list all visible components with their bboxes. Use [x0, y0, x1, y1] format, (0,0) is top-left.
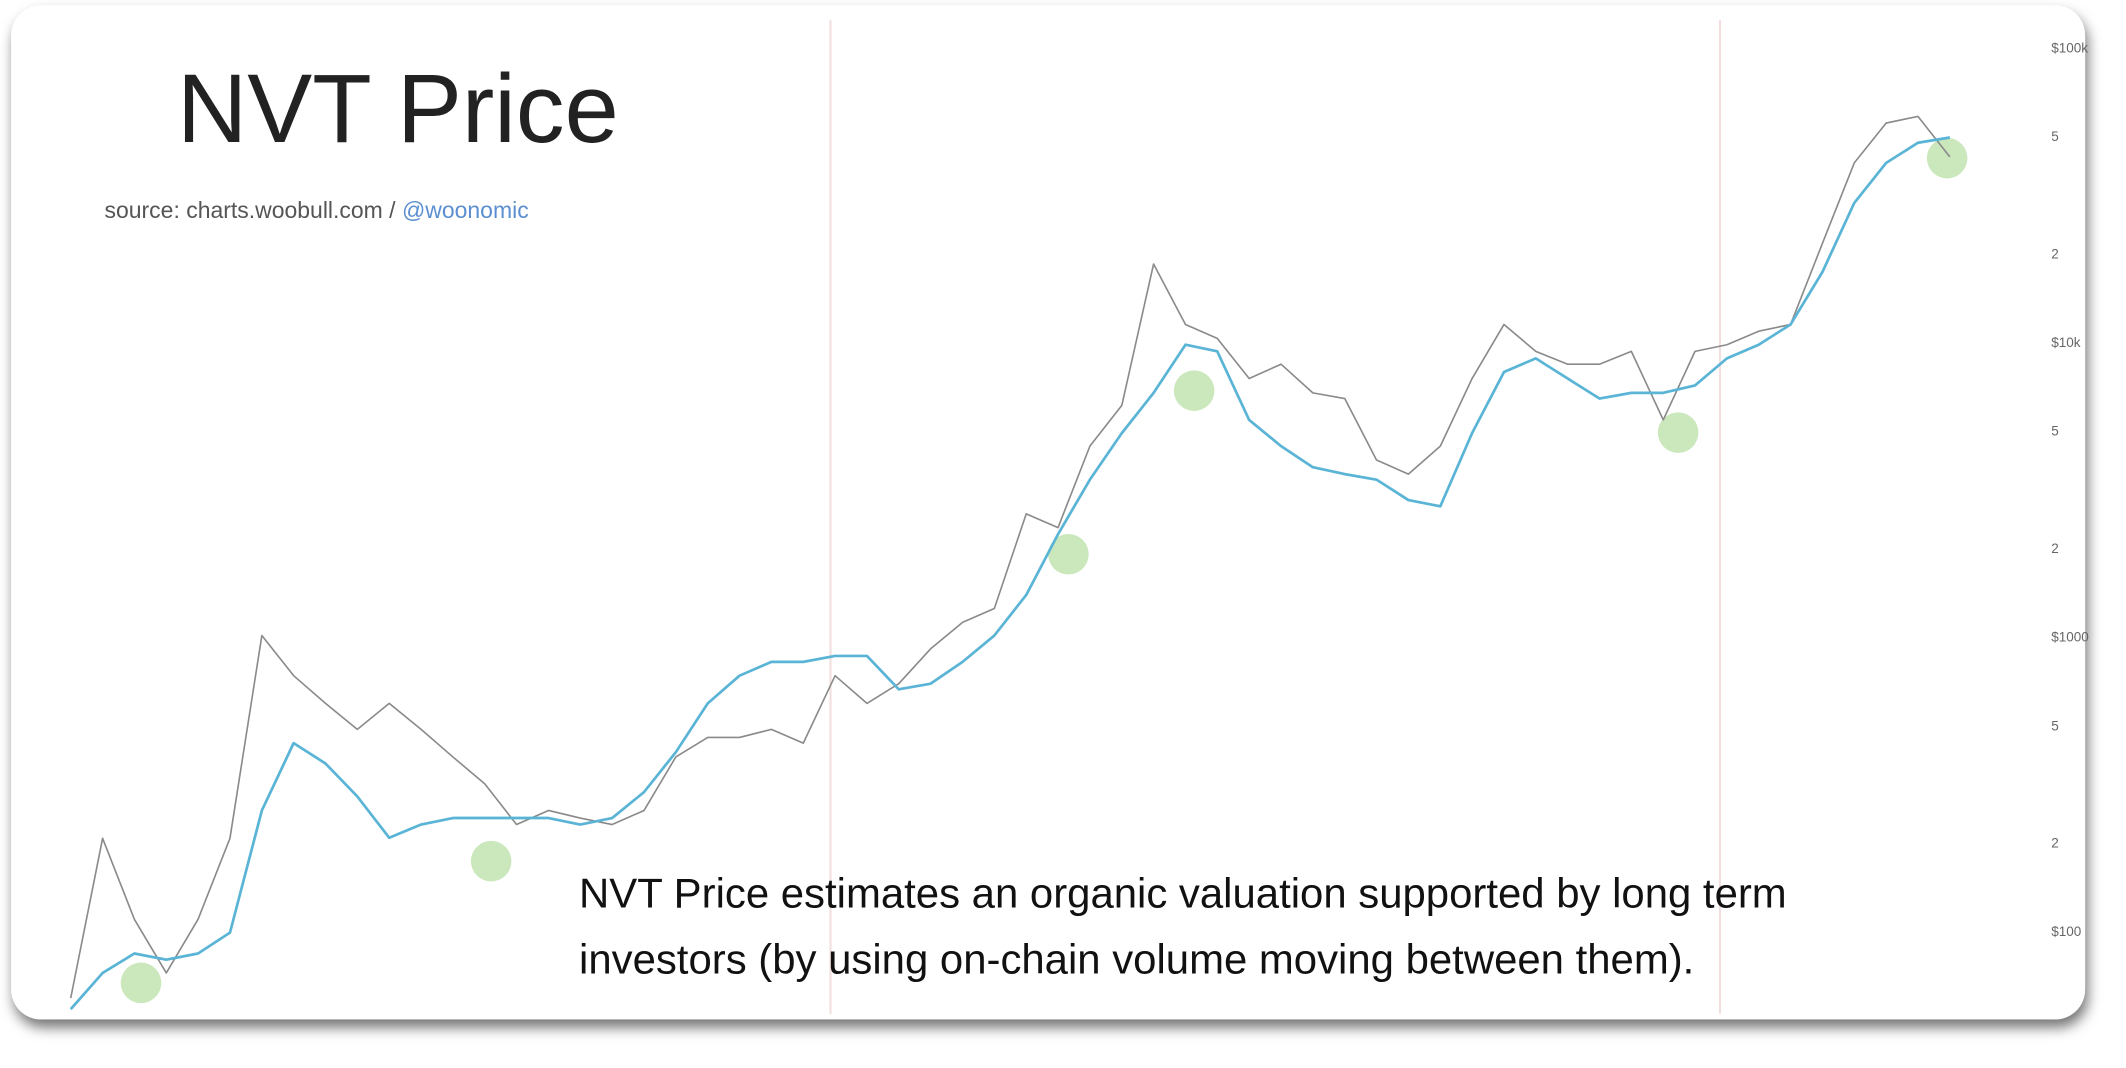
y-tick-label: 5 — [2051, 424, 2059, 439]
y-tick-label: $10k — [2051, 335, 2081, 350]
highlight — [1657, 412, 1699, 453]
y-tick-label: 5 — [2051, 718, 2059, 733]
highlight — [1926, 137, 1968, 179]
source: source: charts.woobull.com / @woonomic — [105, 197, 529, 223]
highlight — [120, 962, 162, 1004]
card — [11, 5, 2086, 1020]
chart-title: NVT Price — [177, 54, 619, 163]
y-tick-label: 2 — [2051, 836, 2059, 851]
caption-line: NVT Price estimates an organic valuation… — [579, 869, 1787, 916]
series-line — [69, 136, 1951, 1011]
highlight — [1173, 370, 1215, 411]
y-tick-label: 5 — [2051, 129, 2059, 144]
highlights — [120, 137, 1968, 1004]
caption-line: investors (by using on-chain volume movi… — [579, 936, 1694, 983]
y-tick-label: $100k — [2051, 40, 2088, 55]
y-tick-label: $100 — [2051, 924, 2081, 939]
highlight — [1048, 534, 1089, 575]
source-text: source: charts.woobull.com / — [105, 197, 402, 223]
y-tick-label: $1000 — [2051, 630, 2089, 645]
series-line — [69, 115, 1951, 999]
source-handle: @woonomic — [402, 197, 529, 223]
y-tick-label: 2 — [2051, 246, 2059, 261]
y-tick-label: 2 — [2051, 541, 2059, 556]
plot — [69, 115, 1951, 1011]
highlight — [470, 840, 512, 882]
